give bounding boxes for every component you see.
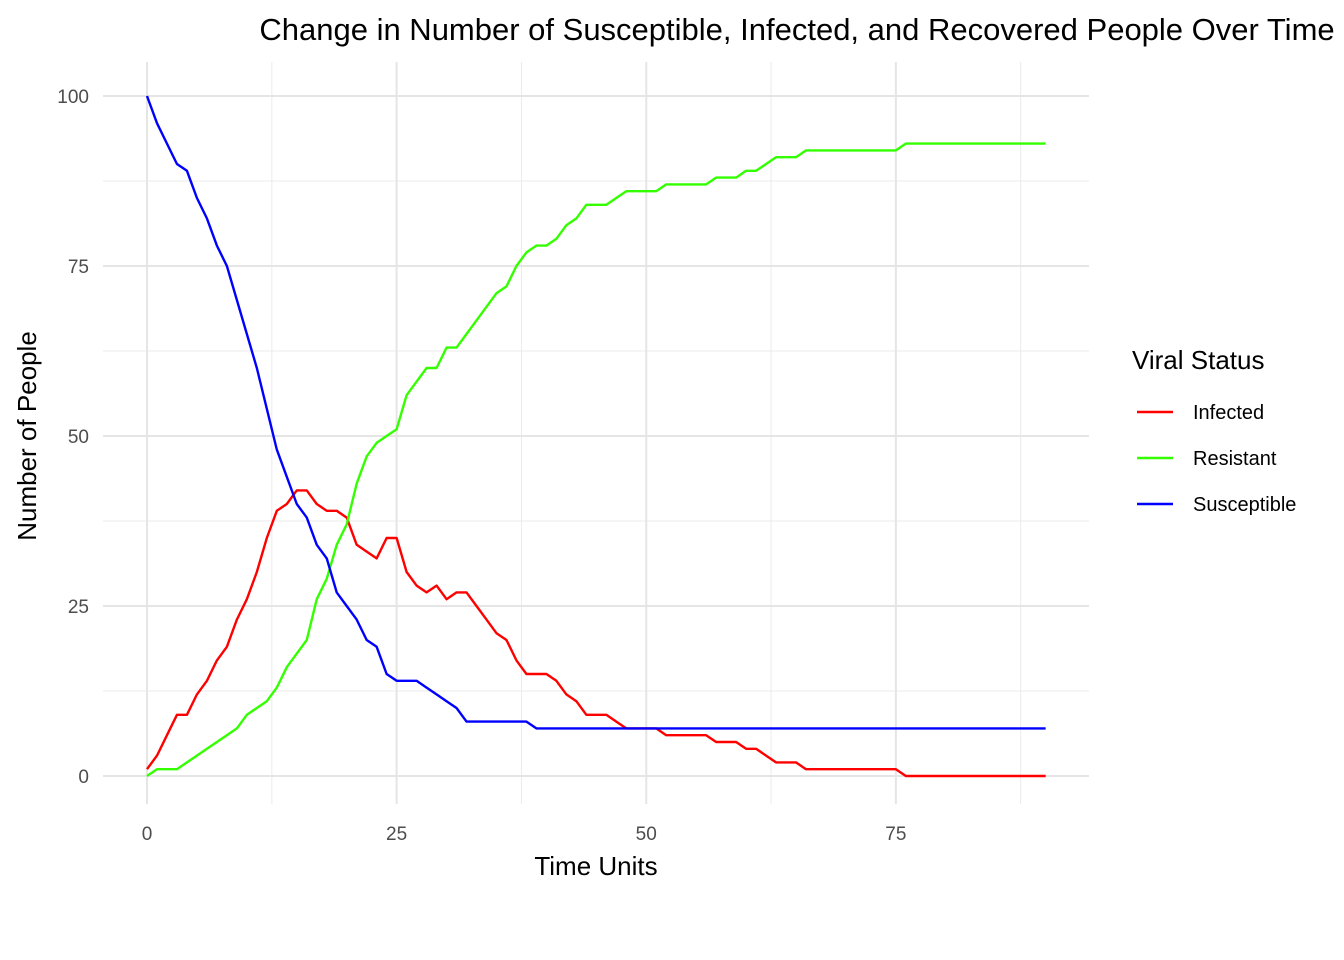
- legend-items: Infected Resistant Susceptible: [1137, 402, 1296, 516]
- y-tick-labels: 0 25 50 75 100: [57, 87, 89, 788]
- y-tick-label: 25: [68, 597, 89, 618]
- y-axis-title: Number of People: [12, 331, 42, 541]
- series-line-susceptible: [145, 95, 1046, 730]
- x-tick-label: 50: [636, 824, 657, 845]
- series-line-infected: [146, 489, 1046, 778]
- legend-item-susceptible: Susceptible: [1137, 494, 1296, 516]
- legend-item-resistant: Resistant: [1137, 448, 1277, 470]
- legend-title: Viral Status: [1132, 345, 1264, 375]
- legend-label: Resistant: [1193, 448, 1277, 470]
- series-lines: [145, 95, 1046, 778]
- x-axis-title: Time Units: [534, 851, 657, 881]
- y-tick-label: 50: [68, 427, 89, 448]
- x-tick-labels: 0 25 50 75: [142, 824, 907, 845]
- legend-label: Susceptible: [1193, 494, 1296, 516]
- x-tick-label: 25: [386, 824, 407, 845]
- legend-item-infected: Infected: [1137, 402, 1264, 424]
- y-tick-label: 75: [68, 257, 89, 278]
- legend-label: Infected: [1193, 402, 1264, 424]
- grid-minor: [103, 62, 1089, 804]
- legend: Viral Status Infected Resistant Susceptibl…: [1132, 345, 1296, 516]
- y-tick-label: 100: [57, 87, 89, 108]
- y-tick-label: 0: [78, 767, 89, 788]
- chart-title: Change in Number of Susceptible, Infecte…: [259, 12, 1334, 47]
- grid-major: [103, 62, 1089, 804]
- x-tick-label: 75: [885, 824, 906, 845]
- series-line-resistant: [146, 142, 1046, 777]
- x-tick-label: 0: [142, 824, 153, 845]
